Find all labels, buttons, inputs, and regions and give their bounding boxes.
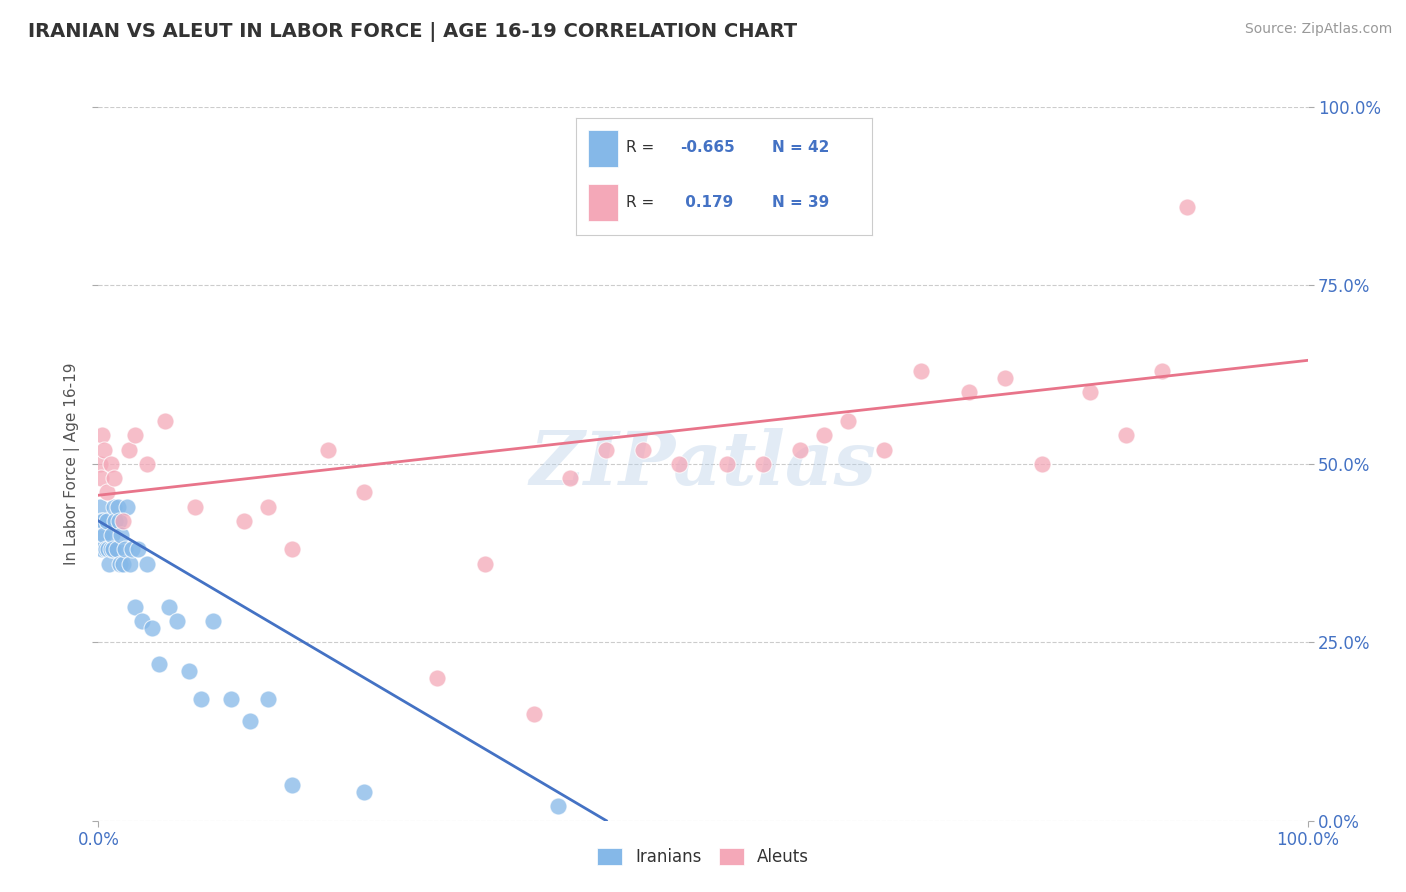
- Point: [148, 657, 170, 671]
- Point: [190, 692, 212, 706]
- Point: [91, 542, 114, 557]
- Point: [179, 664, 201, 678]
- Point: [1031, 457, 1053, 471]
- Point: [281, 778, 304, 792]
- Point: [474, 557, 496, 571]
- Point: [752, 457, 775, 471]
- Point: [837, 414, 859, 428]
- Point: [121, 542, 143, 557]
- Point: [100, 457, 122, 471]
- Point: [100, 542, 122, 557]
- Point: [103, 471, 125, 485]
- Point: [716, 457, 738, 471]
- Point: [91, 428, 114, 442]
- Point: [131, 614, 153, 628]
- Point: [89, 457, 111, 471]
- Point: [141, 621, 163, 635]
- Point: [1152, 364, 1174, 378]
- Point: [96, 485, 118, 500]
- Point: [127, 542, 149, 557]
- Point: [910, 364, 932, 378]
- Y-axis label: In Labor Force | Age 16-19: In Labor Force | Age 16-19: [63, 362, 80, 566]
- Point: [111, 557, 134, 571]
- Point: [91, 514, 114, 528]
- Point: [166, 614, 188, 628]
- Point: [108, 514, 131, 528]
- Point: [104, 514, 127, 528]
- Point: [105, 542, 128, 557]
- Point: [1078, 385, 1101, 400]
- Point: [111, 514, 134, 528]
- Point: [558, 471, 581, 485]
- Point: [118, 442, 141, 457]
- Point: [813, 428, 835, 442]
- Point: [547, 799, 569, 814]
- Point: [124, 428, 146, 442]
- Point: [90, 471, 112, 485]
- Text: ZIPatlas: ZIPatlas: [530, 427, 876, 500]
- Point: [98, 557, 121, 571]
- Point: [101, 542, 124, 557]
- Point: [93, 442, 115, 457]
- Point: [90, 514, 112, 528]
- Point: [117, 500, 139, 514]
- Point: [426, 671, 449, 685]
- Point: [353, 485, 375, 500]
- Point: [110, 528, 132, 542]
- Point: [100, 528, 122, 542]
- Point: [595, 442, 617, 457]
- Point: [957, 385, 980, 400]
- Point: [221, 692, 243, 706]
- Point: [135, 457, 157, 471]
- Point: [631, 442, 654, 457]
- Point: [523, 706, 546, 721]
- Point: [135, 557, 157, 571]
- Point: [789, 442, 811, 457]
- Point: [232, 514, 254, 528]
- Point: [89, 500, 111, 514]
- Point: [281, 542, 304, 557]
- Point: [239, 714, 262, 728]
- Legend: Iranians, Aleuts: Iranians, Aleuts: [591, 841, 815, 873]
- Point: [873, 442, 896, 457]
- Point: [157, 599, 180, 614]
- Point: [124, 599, 146, 614]
- Point: [108, 557, 131, 571]
- Point: [93, 528, 115, 542]
- Point: [114, 542, 136, 557]
- Text: IRANIAN VS ALEUT IN LABOR FORCE | AGE 16-19 CORRELATION CHART: IRANIAN VS ALEUT IN LABOR FORCE | AGE 16…: [28, 22, 797, 42]
- Point: [202, 614, 225, 628]
- Point: [184, 500, 207, 514]
- Point: [1175, 200, 1198, 214]
- Text: Source: ZipAtlas.com: Source: ZipAtlas.com: [1244, 22, 1392, 37]
- Point: [107, 500, 129, 514]
- Point: [96, 514, 118, 528]
- Point: [668, 457, 690, 471]
- Point: [153, 414, 176, 428]
- Point: [353, 785, 375, 799]
- Point: [256, 692, 278, 706]
- Point: [94, 542, 117, 557]
- Point: [994, 371, 1017, 385]
- Point: [118, 557, 141, 571]
- Point: [97, 542, 120, 557]
- Point: [103, 500, 125, 514]
- Point: [256, 500, 278, 514]
- Point: [1115, 428, 1137, 442]
- Point: [316, 442, 339, 457]
- Point: [91, 528, 114, 542]
